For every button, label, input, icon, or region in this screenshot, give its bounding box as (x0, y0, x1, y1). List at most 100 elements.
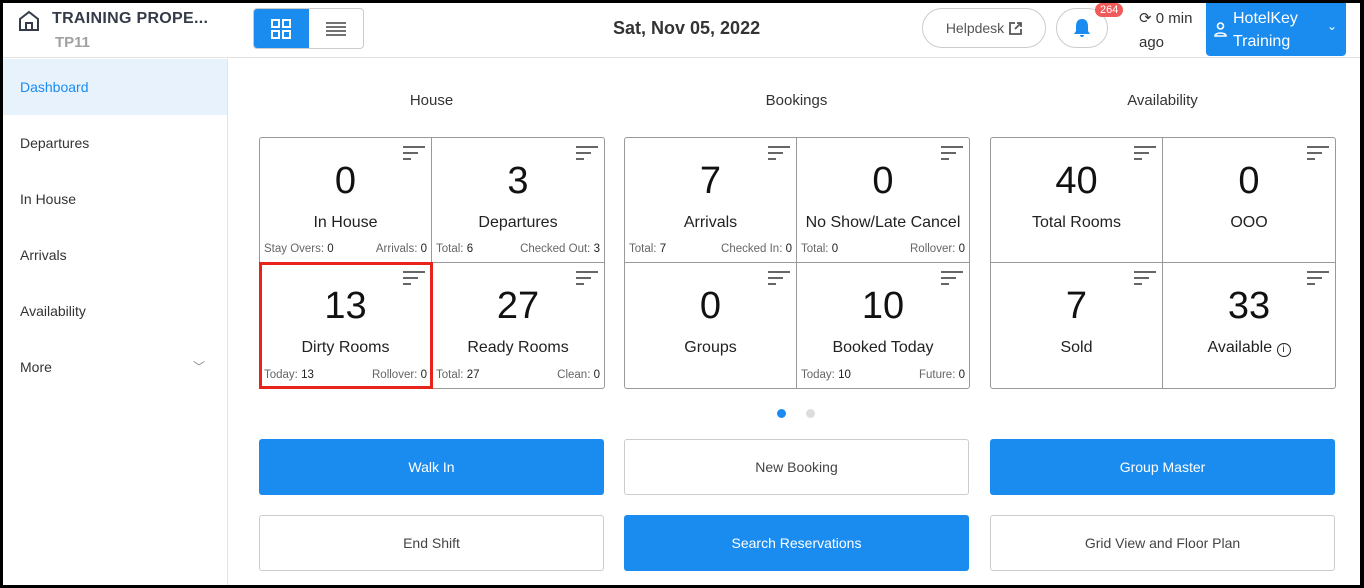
carousel-dot-2[interactable] (806, 409, 815, 418)
sidebar-item-departures[interactable]: Departures (3, 115, 227, 171)
tile-group-house: 0 In House Stay Overs: 0 Arrivals: 0 3 Depart… (259, 137, 605, 389)
tile-label-text: Booked Today (832, 339, 934, 356)
tile-ready-rooms[interactable]: 27 Ready Rooms Total: 27 Clean: 0 (432, 263, 604, 388)
filter-icon[interactable] (941, 146, 963, 160)
sidebar-item-more[interactable]: More ﹀ (3, 339, 227, 395)
sidebar-item-dashboard[interactable]: Dashboard (3, 59, 227, 115)
tile-booked-today[interactable]: 10 Booked Today Today: 10 Future: 0 (797, 263, 969, 388)
filter-icon[interactable] (1134, 146, 1156, 160)
tile-label: Total Rooms (991, 214, 1162, 232)
tile-label-text: Available (1207, 339, 1273, 356)
filter-icon[interactable] (1307, 146, 1329, 160)
tile-total-rooms[interactable]: 40 Total Rooms (991, 138, 1163, 263)
tile-label-text: Ready Rooms (467, 339, 569, 356)
group-title: Bookings (765, 92, 828, 109)
tile-stat-right: Checked Out: 3 (520, 243, 600, 255)
filter-icon[interactable] (403, 146, 425, 160)
tile-value: 7 (1065, 285, 1088, 327)
filter-icon[interactable] (1307, 271, 1329, 285)
user-menu[interactable]: HotelKey Training ⌄ (1206, 3, 1346, 56)
tile-stat-right: Rollover: 0 (372, 369, 427, 381)
tile-label-text: No Show/Late Cancel (805, 214, 961, 231)
tile-stat-right: Future: 0 (918, 369, 965, 381)
info-icon[interactable]: i (1276, 343, 1291, 357)
tile-sold[interactable]: 7 Sold (991, 263, 1163, 388)
tile-available[interactable]: 33 Available i (1163, 263, 1335, 388)
tile-group-availability: 40 Total Rooms 0 OOO 7 Sold 33 Available i (990, 137, 1336, 389)
tile-stat-left: Today: 10 (801, 369, 851, 381)
tile-label-text: Total Rooms (1032, 214, 1121, 231)
sidebar-item-in-house[interactable]: In House (3, 171, 227, 227)
notifications-button[interactable] (1056, 8, 1108, 48)
property-name: TRAINING PROPE... (52, 10, 209, 27)
current-date: Sat, Nov 05, 2022 (613, 18, 761, 38)
sync-text: 0 min ago (1139, 10, 1193, 51)
tile-label: Dirty Rooms (260, 339, 431, 357)
tile-label: Sold (991, 339, 1162, 357)
sidebar-item-label: Departures (20, 135, 90, 151)
tile-label-text: Departures (478, 214, 558, 231)
app-window: TRAINING PROPE... TP11 Sat, Nov 05, 2022… (3, 3, 1360, 585)
filter-icon[interactable] (576, 271, 598, 285)
group-title: House (409, 92, 454, 109)
chevron-down-icon: ⌄ (1326, 19, 1337, 33)
tile-value: 7 (699, 160, 722, 202)
chevron-down-icon: ﹀ (192, 360, 205, 374)
view-toggle (253, 8, 364, 49)
filter-icon[interactable] (941, 271, 963, 285)
tile-groups[interactable]: 0 Groups (625, 263, 797, 388)
tile-ooo[interactable]: 0 OOO (1163, 138, 1335, 263)
filter-icon[interactable] (403, 271, 425, 285)
tile-dirty-rooms[interactable]: 13 Dirty Rooms Today: 13 Rollover: 0 (259, 262, 433, 389)
tile-stat-right: Checked In: 0 (721, 243, 792, 255)
tile-label: In House (260, 214, 431, 232)
filter-icon[interactable] (1134, 271, 1156, 285)
filter-icon[interactable] (768, 146, 790, 160)
grid-view-floor-plan-button[interactable]: Grid View and Floor Plan (990, 515, 1335, 571)
tile-stat-left: Stay Overs: 0 (264, 243, 334, 255)
tile-no-show-late-cancel[interactable]: 0 No Show/Late Cancel Total: 0 Rollover: 0 (797, 138, 969, 263)
tile-in-house[interactable]: 0 In House Stay Overs: 0 Arrivals: 0 (260, 138, 432, 263)
sidebar-item-availability[interactable]: Availability (3, 283, 227, 339)
helpdesk-button[interactable]: Helpdesk (922, 8, 1046, 48)
group-title: Availability (1127, 92, 1198, 109)
external-link-icon (1009, 21, 1023, 35)
tile-label-text: Sold (1060, 339, 1093, 356)
tile-label: Groups (625, 339, 796, 357)
tile-label: OOO (1163, 214, 1335, 232)
tile-value: 0 (699, 285, 722, 327)
home-icon[interactable] (17, 9, 41, 33)
sync-status[interactable]: ⟳ 0 min ago (1139, 7, 1205, 55)
tile-stat-right: Rollover: 0 (910, 243, 965, 255)
filter-icon[interactable] (768, 271, 790, 285)
tile-stat-left: Total: 6 (436, 243, 474, 255)
tile-value: 13 (324, 285, 367, 327)
end-shift-button[interactable]: End Shift (259, 515, 604, 571)
walk-in-button[interactable]: Walk In (259, 439, 604, 495)
tile-group-bookings: 7 Arrivals Total: 7 Checked In: 0 0 No Show/L… (624, 137, 970, 389)
grid-view-button[interactable] (254, 9, 309, 48)
tile-label: Arrivals (625, 214, 796, 232)
search-reservations-button[interactable]: Search Reservations (624, 515, 969, 571)
refresh-icon: ⟳ (1139, 10, 1156, 27)
sidebar-item-arrivals[interactable]: Arrivals (3, 227, 227, 283)
carousel-dot-1[interactable] (777, 409, 786, 418)
user-icon (1214, 22, 1227, 37)
sidebar: Dashboard Departures In House Arrivals A… (3, 59, 228, 585)
group-master-button[interactable]: Group Master (990, 439, 1335, 495)
bell-icon (1074, 19, 1090, 37)
tile-stat-right: Clean: 0 (557, 369, 600, 381)
tile-arrivals[interactable]: 7 Arrivals Total: 7 Checked In: 0 (625, 138, 797, 263)
top-bar: TRAINING PROPE... TP11 Sat, Nov 05, 2022… (3, 3, 1360, 58)
tile-departures[interactable]: 3 Departures Total: 6 Checked Out: 3 (432, 138, 604, 263)
sidebar-item-label: Arrivals (20, 247, 67, 263)
list-view-button[interactable] (309, 9, 364, 48)
tile-stat-left: Total: 0 (801, 243, 839, 255)
tile-stat-left: Total: 27 (436, 369, 480, 381)
filter-icon[interactable] (576, 146, 598, 160)
tile-label: Ready Rooms (432, 339, 604, 357)
new-booking-button[interactable]: New Booking (624, 439, 969, 495)
user-name: HotelKey Training (1233, 10, 1298, 50)
tile-label-text: OOO (1230, 214, 1268, 231)
notification-count-badge: 264 (1095, 3, 1124, 17)
